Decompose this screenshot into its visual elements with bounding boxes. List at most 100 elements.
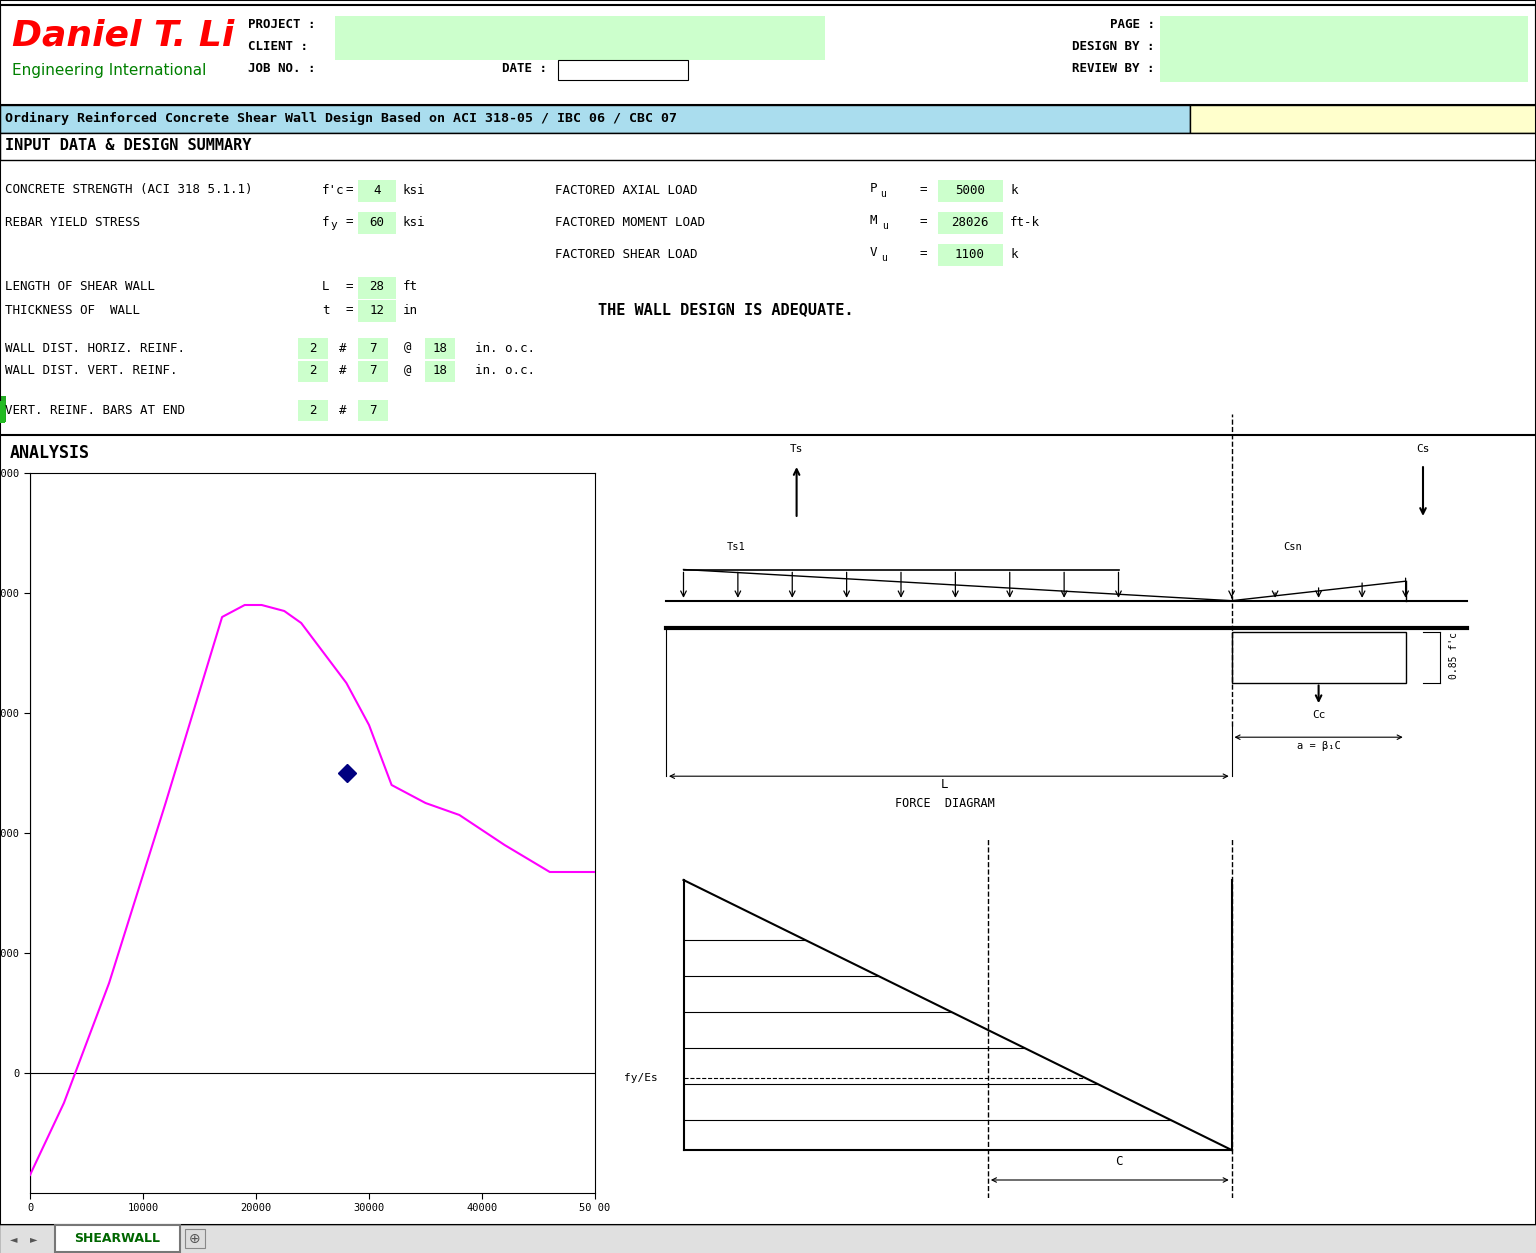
Text: PAGE :: PAGE : — [1111, 19, 1155, 31]
Bar — [0, 1225, 1536, 1253]
Text: 7: 7 — [369, 342, 376, 355]
Text: WALL DIST. VERT. REINF.: WALL DIST. VERT. REINF. — [5, 365, 178, 377]
Text: Cs: Cs — [1416, 445, 1430, 455]
Text: Ts1: Ts1 — [727, 543, 746, 553]
Text: 28026: 28026 — [951, 216, 989, 228]
Text: 2: 2 — [309, 365, 316, 377]
Text: FACTORED SHEAR LOAD: FACTORED SHEAR LOAD — [554, 248, 697, 261]
Bar — [358, 212, 396, 234]
Text: Ts: Ts — [790, 445, 803, 455]
Text: ◄: ◄ — [11, 1234, 17, 1244]
Bar — [425, 338, 455, 360]
Bar — [1190, 105, 1536, 133]
Text: L: L — [323, 281, 330, 293]
Text: 18: 18 — [433, 365, 447, 377]
Text: Cc: Cc — [1312, 709, 1326, 719]
Text: #: # — [339, 342, 347, 355]
Text: REVIEW BY :: REVIEW BY : — [1072, 63, 1155, 75]
Bar — [298, 338, 329, 360]
Text: PROJECT :: PROJECT : — [247, 19, 315, 31]
Text: 7: 7 — [369, 365, 376, 377]
Bar — [358, 277, 396, 299]
Bar — [335, 16, 825, 38]
Bar — [0, 396, 6, 422]
Text: =: = — [346, 216, 353, 228]
Text: =: = — [346, 281, 353, 293]
Text: 18: 18 — [433, 342, 447, 355]
Text: Csn: Csn — [1283, 543, 1303, 553]
Text: WALL DIST. HORIZ. REINF.: WALL DIST. HORIZ. REINF. — [5, 342, 184, 355]
Bar — [358, 361, 389, 382]
Text: ⊕: ⊕ — [189, 1232, 201, 1245]
Text: FORCE  DIAGRAM: FORCE DIAGRAM — [894, 797, 994, 811]
Text: @: @ — [404, 365, 412, 377]
Text: 28: 28 — [370, 281, 384, 293]
Text: fy/Es: fy/Es — [624, 1073, 657, 1083]
Bar — [0, 133, 1536, 160]
Text: 7: 7 — [369, 403, 376, 416]
Bar — [358, 180, 396, 202]
Text: THICKNESS OF  WALL: THICKNESS OF WALL — [5, 303, 140, 317]
Text: 5000: 5000 — [955, 183, 985, 197]
Text: #: # — [339, 403, 347, 416]
Text: L: L — [940, 778, 948, 791]
Bar — [938, 180, 1003, 202]
Text: 4: 4 — [373, 183, 381, 197]
Text: u: u — [880, 189, 886, 199]
Bar — [425, 361, 455, 382]
Text: 12: 12 — [370, 303, 384, 317]
Text: 60: 60 — [370, 216, 384, 228]
Bar — [1160, 16, 1528, 38]
Text: u: u — [882, 221, 888, 231]
Text: ft: ft — [402, 281, 418, 293]
Text: CONCRETE STRENGTH (ACI 318 5.1.1): CONCRETE STRENGTH (ACI 318 5.1.1) — [5, 183, 252, 197]
Text: k: k — [1011, 183, 1017, 197]
Bar — [938, 212, 1003, 234]
Text: 2: 2 — [309, 403, 316, 416]
Text: =: = — [920, 248, 928, 261]
Text: VERT. REINF. BARS AT END: VERT. REINF. BARS AT END — [5, 403, 184, 416]
Text: DATE :: DATE : — [501, 63, 547, 75]
Text: M: M — [869, 213, 877, 227]
Text: INPUT DATA & DESIGN SUMMARY: INPUT DATA & DESIGN SUMMARY — [5, 139, 252, 154]
Bar — [558, 60, 688, 80]
Text: SHEARWALL: SHEARWALL — [74, 1233, 160, 1245]
Text: 0.85 f'c: 0.85 f'c — [1448, 632, 1459, 679]
Text: V: V — [869, 246, 877, 258]
Bar — [0, 0, 1536, 105]
Text: ►: ► — [31, 1234, 37, 1244]
Bar — [0, 105, 1190, 133]
Text: =: = — [920, 183, 928, 197]
Text: ksi: ksi — [402, 216, 425, 228]
Text: DESIGN BY :: DESIGN BY : — [1072, 40, 1155, 54]
Text: ft-k: ft-k — [1011, 216, 1040, 228]
Text: in. o.c.: in. o.c. — [475, 365, 535, 377]
Bar — [335, 38, 825, 60]
Text: =: = — [920, 216, 928, 228]
Bar — [358, 338, 389, 360]
Text: t: t — [323, 303, 330, 317]
Text: ksi: ksi — [402, 183, 425, 197]
Text: #: # — [339, 365, 347, 377]
Text: f'c: f'c — [323, 183, 344, 197]
Text: in. o.c.: in. o.c. — [475, 342, 535, 355]
Text: in: in — [402, 303, 418, 317]
Text: CLIENT :: CLIENT : — [247, 40, 309, 54]
Text: Daniel T. Li: Daniel T. Li — [12, 18, 235, 53]
Bar — [0, 401, 5, 424]
Text: REBAR YIELD STRESS: REBAR YIELD STRESS — [5, 216, 140, 228]
Text: =: = — [346, 303, 353, 317]
Text: u: u — [882, 253, 886, 263]
Bar — [298, 400, 329, 421]
Text: P: P — [869, 182, 877, 194]
Text: Ordinary Reinforced Concrete Shear Wall Design Based on ACI 318-05 / IBC 06 / CB: Ordinary Reinforced Concrete Shear Wall … — [5, 112, 677, 124]
Text: 1100: 1100 — [955, 248, 985, 261]
Bar — [358, 400, 389, 421]
Bar — [1232, 632, 1405, 683]
Text: y: y — [330, 221, 336, 231]
Bar — [184, 1229, 204, 1248]
Bar — [938, 244, 1003, 266]
Text: ANALYSIS: ANALYSIS — [11, 444, 91, 462]
Text: Engineering International: Engineering International — [12, 63, 206, 78]
Text: FACTORED AXIAL LOAD: FACTORED AXIAL LOAD — [554, 183, 697, 197]
